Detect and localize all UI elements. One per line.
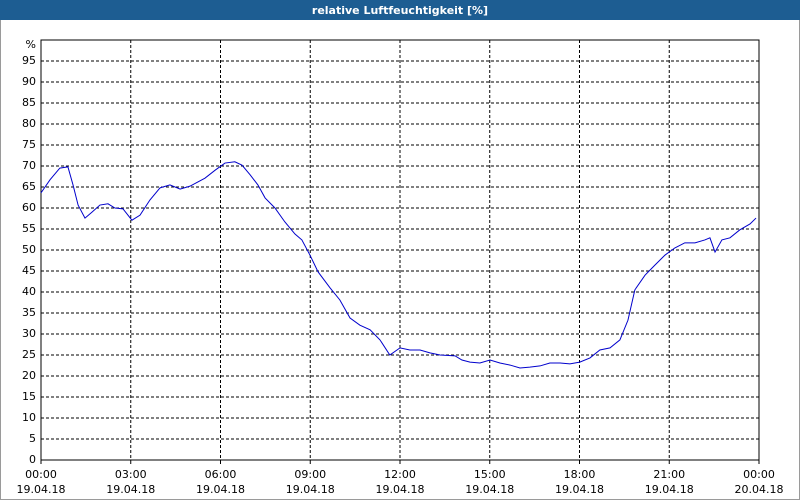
- y-tick-label: 70: [22, 159, 36, 172]
- x-tick-date: 19.04.18: [106, 483, 155, 496]
- x-tick-label: 18:00: [564, 468, 596, 481]
- y-tick-label: 0: [29, 453, 36, 466]
- y-tick-label: 65: [22, 180, 36, 193]
- x-tick-date: 19.04.18: [555, 483, 604, 496]
- y-tick-label: 85: [22, 96, 36, 109]
- y-tick-label: 20: [22, 369, 36, 382]
- y-tick-label: 5: [29, 432, 36, 445]
- y-tick-label: 30: [22, 327, 36, 340]
- plot-area: [40, 39, 760, 461]
- x-tick-label: 00:00: [25, 468, 57, 481]
- x-tick-date: 20.04.18: [735, 483, 784, 496]
- title-bar: [0, 0, 800, 20]
- y-tick-label: 60: [22, 201, 36, 214]
- x-tick-date: 19.04.18: [645, 483, 694, 496]
- x-tick-label: 21:00: [653, 468, 685, 481]
- y-tick-label: 15: [22, 390, 36, 403]
- humidity-line: [40, 161, 757, 369]
- y-tick-label: 80: [22, 117, 36, 130]
- y-tick-label: 45: [22, 264, 36, 277]
- x-tick-date: 19.04.18: [17, 483, 66, 496]
- y-tick-label: 10: [22, 411, 36, 424]
- y-tick-label: %: [26, 38, 36, 51]
- chart-title: relative Luftfeuchtigkeit [%]: [312, 4, 488, 17]
- x-tick-label: 03:00: [115, 468, 147, 481]
- y-tick-label: 25: [22, 348, 36, 361]
- y-tick-label: 50: [22, 243, 36, 256]
- x-tick-date: 19.04.18: [196, 483, 245, 496]
- x-tick-label: 15:00: [474, 468, 506, 481]
- y-tick-label: 35: [22, 306, 36, 319]
- y-tick-label: 75: [22, 138, 36, 151]
- x-tick-date: 19.04.18: [465, 483, 514, 496]
- x-tick-label: 12:00: [384, 468, 416, 481]
- x-tick-date: 19.04.18: [376, 483, 425, 496]
- y-tick-label: 40: [22, 285, 36, 298]
- y-tick-label: 55: [22, 222, 36, 235]
- y-tick-label: 95: [22, 54, 36, 67]
- x-tick-date: 19.04.18: [286, 483, 335, 496]
- x-tick-label: 09:00: [294, 468, 326, 481]
- x-tick-label: 06:00: [205, 468, 237, 481]
- y-tick-label: 90: [22, 75, 36, 88]
- x-tick-label: 00:00: [743, 468, 775, 481]
